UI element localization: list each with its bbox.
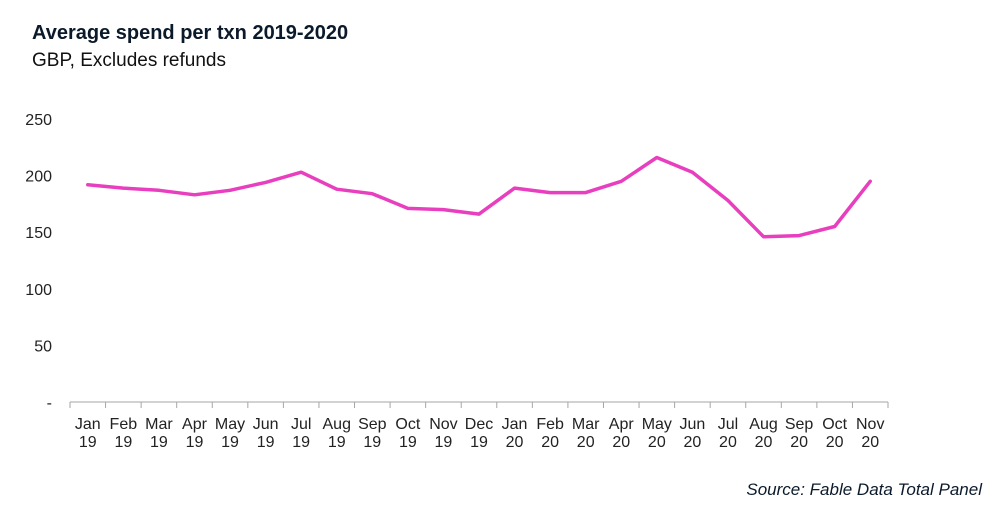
x-tick-label: Feb 19 — [110, 416, 138, 451]
x-tick-label: Jul 19 — [291, 416, 311, 451]
data-point — [122, 186, 125, 190]
data-point — [762, 235, 765, 238]
x-tick-label: Sep 20 — [785, 416, 814, 451]
series-layer — [86, 155, 872, 239]
x-tick-label: May 20 — [642, 416, 672, 451]
y-tick-label: - — [47, 395, 52, 412]
x-tick-label: Nov 19 — [429, 416, 457, 451]
x-tick-label: Nov 20 — [856, 416, 884, 451]
y-tick-label: 250 — [25, 112, 52, 129]
data-point — [584, 191, 587, 194]
y-tick-label: 100 — [25, 282, 52, 299]
x-tick-label: Aug 19 — [323, 416, 351, 451]
x-tick-label: Apr 20 — [609, 416, 635, 451]
x-tick-label: Jan 20 — [502, 416, 528, 451]
x-tick-label: Mar 19 — [145, 416, 173, 451]
x-tick-label: Aug 20 — [749, 416, 777, 451]
data-point — [335, 187, 338, 191]
data-point — [655, 156, 659, 159]
x-tick-label: Jun 20 — [679, 416, 705, 451]
x-tick-label: Feb 20 — [536, 416, 564, 451]
data-point — [726, 199, 730, 202]
x-tick-label: Dec 19 — [465, 416, 493, 451]
chart-subtitle: GBP, Excludes refunds — [32, 50, 226, 71]
y-tick-label: 150 — [25, 225, 52, 242]
x-tick-label: Jun 19 — [253, 416, 279, 451]
x-tick-label: Jul 20 — [718, 416, 738, 451]
data-point — [513, 186, 516, 190]
y-tick-label: 200 — [25, 169, 52, 186]
data-point — [833, 225, 836, 228]
chart-title: Average spend per txn 2019-2020 — [32, 22, 349, 44]
data-point — [406, 207, 410, 210]
x-tick-label: Mar 20 — [572, 416, 600, 451]
data-point — [620, 180, 623, 183]
x-tick-label: May 19 — [215, 416, 245, 451]
data-point — [86, 183, 89, 186]
x-tick-label: Sep 19 — [358, 416, 387, 451]
y-tick-label: 50 — [34, 338, 52, 355]
x-tick-label: Oct 19 — [395, 416, 420, 451]
series-line — [86, 155, 872, 239]
data-point — [442, 208, 445, 211]
y-axis: - 50 100 150 200 250 — [25, 112, 52, 412]
x-tick-label: Jan 19 — [75, 416, 101, 451]
data-point — [299, 171, 303, 174]
data-point — [477, 212, 481, 216]
data-point — [869, 180, 872, 183]
data-point — [264, 181, 267, 184]
data-point — [548, 191, 552, 194]
data-point — [691, 171, 694, 174]
data-point — [228, 189, 232, 192]
data-point — [371, 192, 374, 195]
data-point — [193, 193, 196, 197]
source-note: Source: Fable Data Total Panel — [746, 480, 982, 499]
data-point — [157, 189, 161, 192]
x-tick-label: Apr 19 — [182, 416, 208, 451]
x-tick-label: Oct 20 — [822, 416, 847, 451]
data-point — [797, 234, 801, 237]
